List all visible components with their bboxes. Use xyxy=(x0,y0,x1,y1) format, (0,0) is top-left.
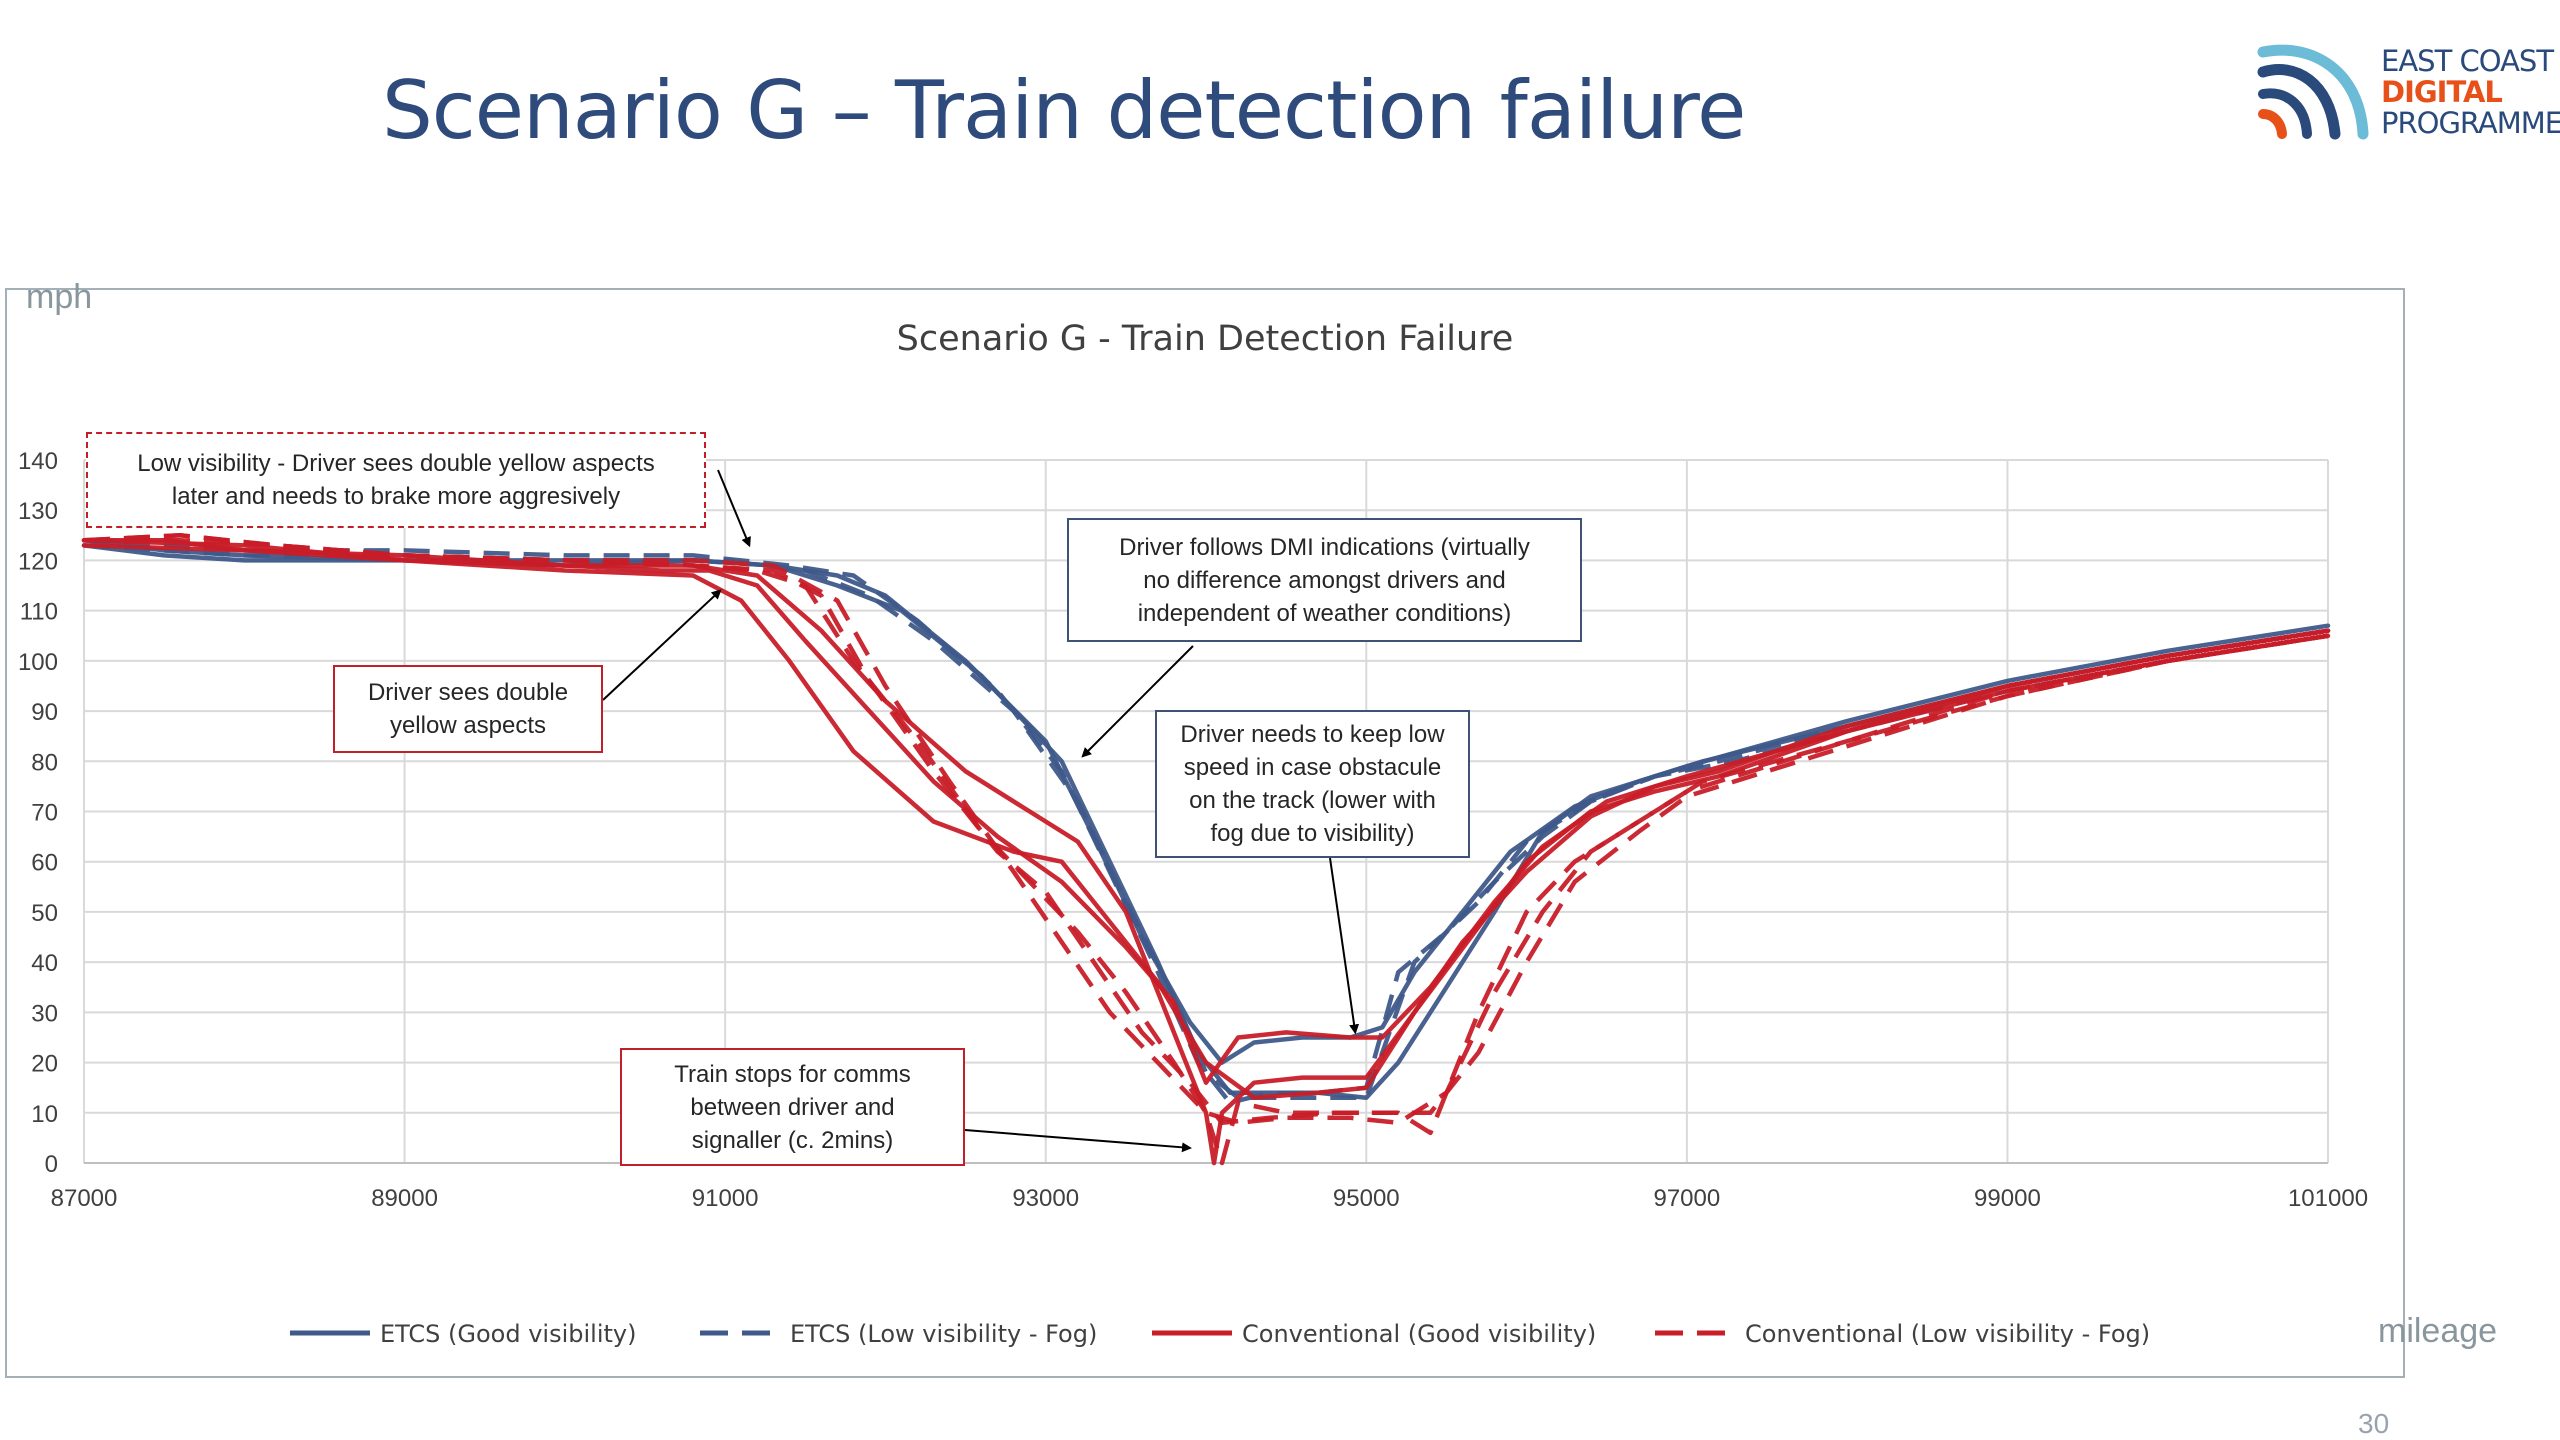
series-line xyxy=(83,533,2329,1126)
annotation-arrow xyxy=(602,589,722,701)
annotation-keep-low-speed: Driver needs to keep low speed in case o… xyxy=(1155,710,1470,858)
x-tick-label: 91000 xyxy=(692,1185,759,1212)
logo-text: EAST COAST DIGITAL PROGRAMME xyxy=(2381,46,2560,139)
y-tick-label: 50 xyxy=(31,900,58,927)
annotation-dmi: Driver follows DMI indications (virtuall… xyxy=(1067,518,1582,642)
chart-frame xyxy=(5,288,2405,1378)
series-line xyxy=(84,538,2329,1126)
series-line xyxy=(81,543,2331,1166)
annotation-line: independent of weather conditions) xyxy=(1137,599,1512,627)
signal-waves-icon xyxy=(2257,44,2369,140)
annotation-arrows xyxy=(602,469,1360,1153)
y-tick-label: 80 xyxy=(31,749,58,776)
y-tick-label: 30 xyxy=(31,1000,58,1027)
axis-layer: 0 10 20 30 40 50 60 70 80 90 100 110 120 130 140 87000 8… xyxy=(18,448,2368,1212)
logo-line2: DIGITAL xyxy=(2381,75,2503,109)
y-tick-label: 120 xyxy=(18,548,58,575)
logo: EAST COAST DIGITAL PROGRAMME xyxy=(2255,42,2560,152)
series-layer xyxy=(81,533,2331,1166)
x-axis-unit-label: mileage xyxy=(2378,1312,2498,1350)
chart-title: Scenario G - Train Detection Failure xyxy=(897,319,1514,359)
x-tick-label: 97000 xyxy=(1653,1185,1720,1212)
annotation-line: no difference amongst drivers and xyxy=(1143,566,1506,594)
y-tick-label: 40 xyxy=(31,950,58,977)
y-tick-label: 0 xyxy=(45,1151,58,1178)
y-axis-unit-label: mph xyxy=(26,278,93,316)
annotation-line: on the track (lower with xyxy=(1189,787,1436,814)
legend-label: Conventional (Low visibility - Fog) xyxy=(1745,1320,2150,1348)
legend-label: ETCS (Good visibility) xyxy=(380,1320,637,1348)
x-tick-label: 99000 xyxy=(1974,1185,2041,1212)
annotation-line: Driver sees double xyxy=(367,679,569,706)
annotation-arrow xyxy=(717,469,751,548)
annotation-arrow xyxy=(1329,857,1360,1035)
page-number: 30 xyxy=(2358,1408,2390,1439)
x-tick-label: 89000 xyxy=(371,1185,438,1212)
y-tick-label: 70 xyxy=(31,800,58,827)
series-line xyxy=(83,538,2329,1105)
annotation-line: Train stops for comms xyxy=(674,1060,911,1088)
x-tick-label: 101000 xyxy=(2288,1185,2368,1212)
logo-line3: PROGRAMME xyxy=(2381,106,2560,140)
series-line xyxy=(83,543,2329,1100)
x-tick-label: 87000 xyxy=(51,1185,118,1212)
logo-line1: EAST COAST xyxy=(2381,44,2554,78)
legend-label: Conventional (Good visibility) xyxy=(1242,1320,1596,1348)
annotation-line: yellow aspects xyxy=(389,712,547,739)
y-tick-label: 100 xyxy=(18,649,58,676)
y-tick-label: 20 xyxy=(31,1051,58,1078)
annotation-driver-sees-double-yellow: Driver sees double yellow aspects xyxy=(333,665,603,753)
annotation-line: Driver needs to keep low xyxy=(1180,721,1445,748)
annotation-line: later and needs to brake more aggresivel… xyxy=(171,483,621,510)
annotation-line: fog due to visibility) xyxy=(1210,820,1415,847)
annotation-line: signaller (c. 2mins) xyxy=(691,1126,894,1154)
annotation-line: speed in case obstacule xyxy=(1183,754,1442,781)
annotation-low-visibility: Low visibility - Driver sees double yell… xyxy=(86,432,706,528)
annotation-train-stops: Train stops for comms between driver and… xyxy=(620,1048,965,1166)
x-tick-label: 93000 xyxy=(1012,1185,1079,1212)
series-line xyxy=(81,538,2331,1100)
legend: ETCS (Good visibility) ETCS (Low visibili… xyxy=(290,1320,2150,1348)
annotation-line: Low visibility - Driver sees double yell… xyxy=(137,450,655,477)
annotation-arrow xyxy=(964,1129,1192,1153)
y-tick-label: 130 xyxy=(18,498,58,525)
annotation-line: between driver and xyxy=(690,1093,895,1121)
legend-label: ETCS (Low visibility - Fog) xyxy=(790,1320,1097,1348)
y-tick-label: 140 xyxy=(18,448,58,475)
slide-title: Scenario G – Train detection failure xyxy=(382,64,1746,157)
x-tick-label: 95000 xyxy=(1333,1185,1400,1212)
y-tick-label: 110 xyxy=(20,599,58,626)
y-tick-label: 90 xyxy=(31,699,58,726)
annotation-arrow xyxy=(1081,645,1194,758)
y-tick-label: 10 xyxy=(31,1101,58,1128)
series-line xyxy=(81,538,2331,1085)
y-tick-label: 60 xyxy=(31,850,58,877)
annotation-line: Driver follows DMI indications (virtuall… xyxy=(1119,533,1530,561)
